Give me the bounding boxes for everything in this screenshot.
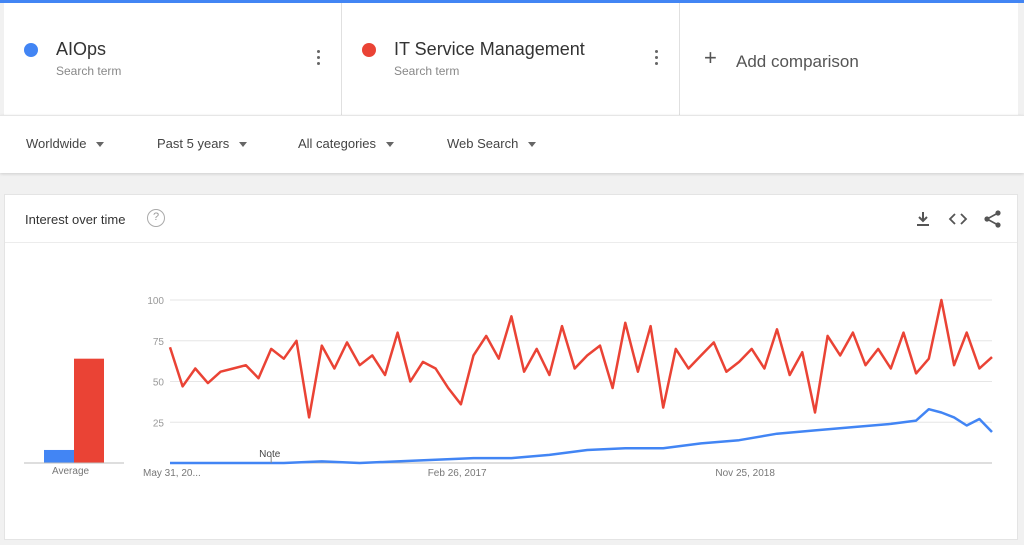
term-aiops[interactable]: AIOps Search term xyxy=(4,3,342,115)
add-comparison-button[interactable]: + Add comparison xyxy=(680,3,1018,115)
term-itsm[interactable]: IT Service Management Search term xyxy=(342,3,680,115)
average-label: Average xyxy=(52,466,90,477)
plus-icon: + xyxy=(704,45,717,70)
search-type-dropdown[interactable]: Web Search xyxy=(447,136,537,151)
region-value: Worldwide xyxy=(26,136,87,151)
average-bar-itsm xyxy=(74,358,104,463)
term-itsm-type: Search term xyxy=(394,64,460,78)
x-tick-label: Nov 25, 2018 xyxy=(715,468,775,479)
caret-down-icon xyxy=(386,142,395,148)
search-terms-bar: AIOps Search term IT Service Management … xyxy=(4,3,1018,115)
download-icon[interactable] xyxy=(913,209,933,229)
y-tick-label: 100 xyxy=(147,296,164,307)
help-icon[interactable]: ? xyxy=(147,209,165,227)
term-itsm-name: IT Service Management xyxy=(394,39,585,59)
share-icon[interactable] xyxy=(983,209,1003,229)
period-value: Past 5 years xyxy=(157,136,230,151)
term-aiops-name: AIOps xyxy=(56,39,107,59)
more-vert-icon[interactable] xyxy=(650,49,662,69)
y-tick-label: 75 xyxy=(153,337,165,348)
caret-down-icon xyxy=(96,142,105,148)
series-line-itsm xyxy=(168,298,993,419)
caret-down-icon xyxy=(528,142,537,148)
top-accent-bar xyxy=(0,0,1024,3)
period-dropdown[interactable]: Past 5 years xyxy=(157,136,248,151)
category-dropdown[interactable]: All categories xyxy=(298,136,395,151)
term-aiops-color-dot xyxy=(24,43,38,57)
x-tick-label: May 31, 20... xyxy=(143,468,201,479)
caret-down-icon xyxy=(239,142,248,148)
filters-bar: Worldwide Past 5 years All categories We… xyxy=(0,115,1024,173)
interest-over-time-card: Interest over time ? xyxy=(4,194,1018,540)
more-vert-icon[interactable] xyxy=(312,49,324,69)
series-line-aiops xyxy=(170,407,993,465)
search-type-value: Web Search xyxy=(447,136,519,151)
card-header: Interest over time ? xyxy=(5,195,1017,243)
note-label[interactable]: Note xyxy=(259,449,281,460)
card-title: Interest over time xyxy=(25,212,126,227)
y-tick-label: 50 xyxy=(153,378,165,389)
region-dropdown[interactable]: Worldwide xyxy=(26,136,105,151)
term-itsm-color-dot xyxy=(362,43,376,57)
average-bar-aiops xyxy=(44,449,74,463)
embed-icon[interactable] xyxy=(948,209,968,229)
add-comparison-label: Add comparison xyxy=(736,52,859,71)
x-tick-label: Feb 26, 2017 xyxy=(428,468,487,479)
category-value: All categories xyxy=(298,136,377,151)
y-tick-label: 25 xyxy=(153,418,165,429)
term-aiops-type: Search term xyxy=(56,64,122,78)
